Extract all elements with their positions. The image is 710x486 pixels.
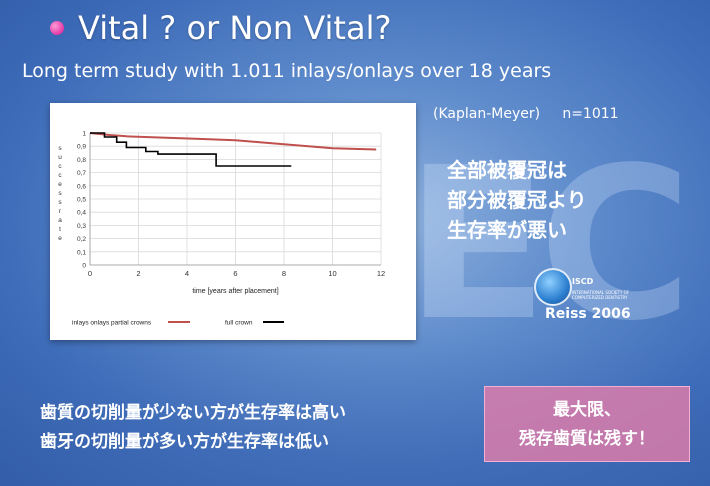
callout-line-1: 最大限、	[553, 400, 621, 420]
x-tick-label: 10	[328, 269, 336, 278]
series-line-partial-crowns	[89, 132, 377, 151]
y-tick-label: 0,7	[77, 170, 86, 177]
finding-line-3: 生存率が悪い	[447, 218, 567, 242]
y-tick-label: 1	[82, 131, 86, 138]
x-tick-label: 4	[185, 269, 189, 278]
callout-line-2: 残存歯質は残す！	[519, 429, 655, 449]
x-tick-label: 0	[88, 269, 92, 278]
slide-subtitle: Long term study with 1.011 inlays/onlays…	[22, 60, 552, 82]
finding-line-1: 全部被覆冠は	[447, 158, 567, 182]
y-tick-label: 0,9	[77, 144, 86, 151]
series-line-full-crown	[90, 132, 292, 167]
slide-title: Vital ? or Non Vital?	[78, 9, 392, 47]
y-tick-label: 0,1	[77, 249, 86, 256]
y-tick-label: 0,3	[77, 223, 86, 230]
x-axis-label: time [years after placement]	[192, 288, 278, 295]
globe-icon	[534, 268, 572, 306]
y-axis-label-char: r	[59, 208, 62, 215]
legend-label: full crown	[225, 320, 253, 327]
y-tick-label: 0,4	[77, 210, 86, 217]
finding-line-2: 部分被覆冠より	[447, 188, 587, 212]
chart-svg: 00,10,20,30,40,50,60,70,80,910 2 4 6 8 10 12su…	[58, 131, 385, 327]
y-axis-label-char: s	[58, 199, 62, 206]
y-axis-label-char: s	[58, 145, 62, 152]
method-label: (Kaplan-Meyer) n=1011	[433, 106, 619, 122]
finding-text: 全部被覆冠は 部分被覆冠より 生存率が悪い	[447, 155, 587, 245]
x-tick-label: 6	[233, 269, 237, 278]
y-axis-label-char: a	[58, 217, 62, 224]
y-axis-label-char: c	[58, 163, 62, 170]
survival-chart: 0 0,1 0,2 0,3 0,4 0,5 0,6 0,7 0,8 0,9 1 0 2 4 6 8 10 12 s u…	[50, 103, 416, 340]
notes-text: 歯質の切削量が少ない方が生存率は高い 歯牙の切削量が多い方が生存率は低い	[40, 399, 346, 457]
y-tick-label: 0,5	[77, 197, 86, 204]
note-line-2: 歯牙の切削量が多い方が生存率は低い	[40, 432, 329, 452]
y-tick-label: 0,6	[77, 183, 86, 190]
iscd-logo: ISCD INTERNATIONAL SOCIETY OF COMPUTERIZ…	[534, 268, 644, 306]
x-tick-label: 8	[282, 269, 286, 278]
x-tick-label: 12	[377, 269, 385, 278]
y-axis-label-char: e	[58, 235, 62, 242]
title-row: Vital ? or Non Vital?	[50, 8, 391, 48]
citation: Reiss 2006	[545, 306, 631, 322]
y-axis-label-char: s	[58, 190, 62, 197]
y-axis-label-char: e	[58, 181, 62, 188]
logo-subtitle: INTERNATIONAL SOCIETY OF COMPUTERIZED DE…	[572, 290, 630, 300]
y-tick-label: 0	[82, 263, 86, 270]
y-axis-label-char: c	[58, 172, 62, 179]
callout-box: 最大限、 残存歯質は残す！	[484, 386, 690, 462]
bullet-icon	[50, 21, 64, 35]
y-axis-label-char: t	[59, 226, 61, 233]
y-axis-label-char: u	[58, 154, 62, 161]
legend-label: inlays onlays partial crowns	[72, 320, 152, 327]
background-watermark: EC	[405, 122, 693, 367]
logo-text: ISCD	[572, 277, 594, 286]
note-line-1: 歯質の切削量が少ない方が生存率は高い	[40, 403, 346, 423]
x-tick-label: 2	[136, 269, 140, 278]
y-tick-label: 0,8	[77, 157, 86, 164]
y-tick-label: 0,2	[77, 236, 86, 243]
